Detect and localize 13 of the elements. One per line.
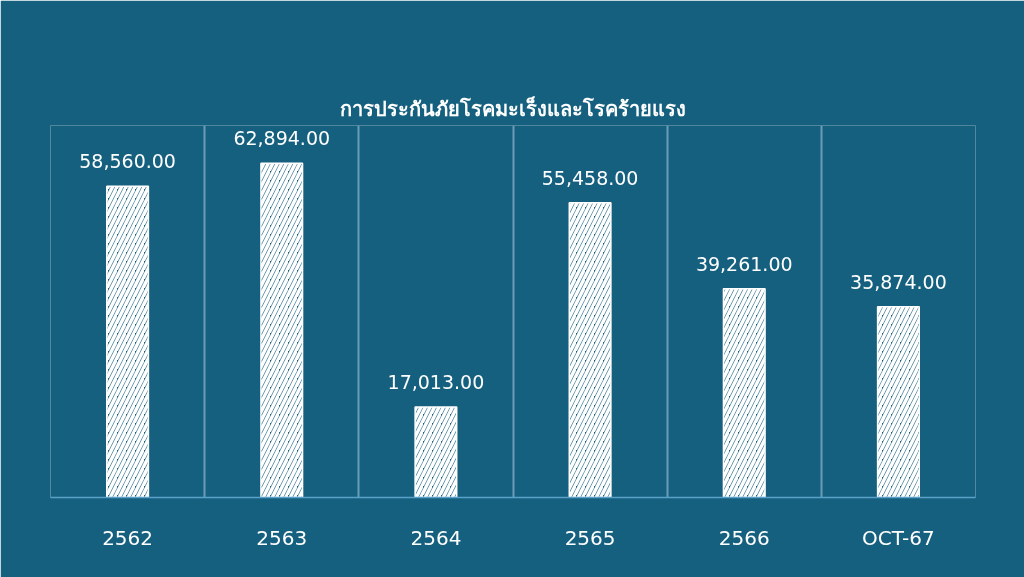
- data-label: 55,458.00: [541, 166, 639, 189]
- data-label: 17,013.00: [387, 371, 485, 394]
- data-label: 35,874.00: [850, 270, 947, 293]
- x-tick-label: 2562: [102, 525, 154, 550]
- x-tick-label: 2563: [256, 525, 308, 550]
- x-tick-label: 2566: [718, 525, 770, 550]
- x-tick-label: OCT-67: [862, 525, 935, 550]
- data-label: 39,261.00: [695, 252, 793, 275]
- x-tick-label: 2565: [564, 525, 616, 550]
- x-tick-label: 2564: [410, 525, 462, 550]
- data-label: 62,894.00: [233, 127, 331, 150]
- data-label: 58,560.00: [79, 150, 176, 173]
- chart-title: การประกันภัยโรคมะเร็งและโรคร้ายแรง: [340, 95, 686, 121]
